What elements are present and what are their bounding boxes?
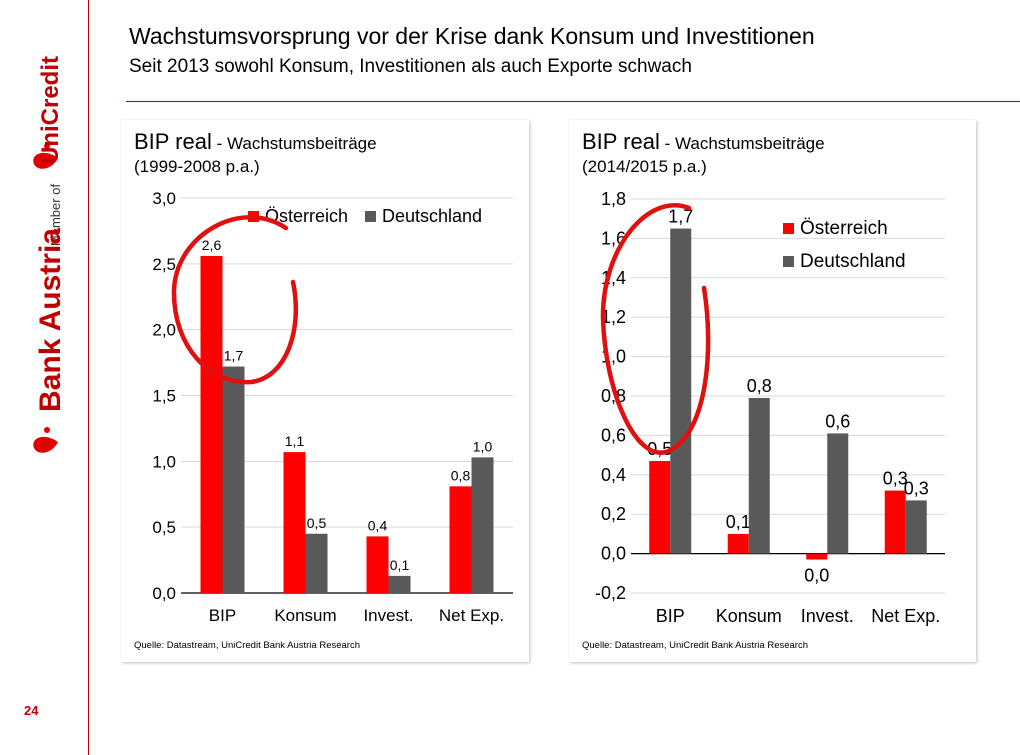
bank-austria-text: Bank Austria (34, 228, 67, 412)
x-tick-label: BIP (656, 606, 685, 626)
legend-label-oesterreich: Österreich (800, 218, 888, 239)
chart-title-main: BIP real (582, 129, 660, 154)
highlight-circle-annotation (600, 203, 711, 455)
page-number: 24 (24, 703, 39, 718)
source-note: Quelle: Datastream, UniCredit Bank Austr… (134, 640, 360, 651)
legend-label-oesterreich: Österreich (265, 206, 348, 226)
legend-label-deutschland: Deutschland (800, 251, 906, 272)
chart-heading: BIP real - Wachstumsbeiträge (2014/2015 … (582, 130, 825, 178)
unicredit-text: UniCredit (37, 56, 64, 164)
chart-title-main: BIP real (134, 129, 212, 154)
y-tick-label: 0,0 (152, 584, 176, 603)
bar-oesterreich (727, 533, 749, 554)
chart-subtitle: (2014/2015 p.a.) (582, 157, 707, 176)
bar-oesterreich (366, 536, 389, 593)
bar-deutschland (222, 366, 245, 593)
x-tick-label: Net Exp. (439, 606, 504, 625)
chart-panel-1999-2008: BIP real - Wachstumsbeiträge (1999-2008 … (121, 120, 529, 662)
page-subtitle: Seit 2013 sowohl Konsum, Investitionen a… (129, 56, 692, 77)
source-note: Quelle: Datastream, UniCredit Bank Austr… (582, 640, 808, 651)
legend-swatch-deutschland (783, 256, 794, 267)
data-label: 0,1 (390, 557, 410, 573)
chart-heading: BIP real - Wachstumsbeiträge (1999-2008 … (134, 130, 377, 178)
member-of-text: Member of (48, 184, 63, 247)
bar-chart-2014-2015: -0,20,00,20,40,60,81,01,21,41,61,80,51,7… (595, 189, 945, 626)
y-tick-label: 3,0 (152, 189, 176, 208)
data-label: 1,1 (285, 433, 305, 449)
legend-swatch-deutschland (365, 211, 376, 222)
y-tick-label: -0,2 (595, 583, 626, 603)
bar-deutschland (748, 397, 770, 554)
x-tick-label: Invest. (363, 606, 413, 625)
data-label: 0,1 (726, 512, 751, 532)
bar-deutschland (827, 433, 849, 554)
data-label: 0,0 (804, 566, 829, 586)
page-title: Wachstumsvorsprung vor der Krise dank Ko… (129, 23, 815, 49)
x-tick-label: BIP (209, 606, 236, 625)
data-label: 0,8 (747, 376, 772, 396)
chart-subtitle: (1999-2008 p.a.) (134, 157, 260, 176)
bar-chart-1999-2008: 0,0 0,5 1,0 1,5 2,0 2,5 3,0 2,6 1,7 BIP 1,1 0,5 Kons… (152, 189, 513, 625)
header-divider (126, 101, 1020, 102)
x-tick-label: Konsum (274, 606, 336, 625)
bar-oesterreich (283, 452, 306, 593)
y-tick-label: 0,0 (601, 544, 626, 564)
x-tick-label: Invest. (801, 606, 854, 626)
legend-label-deutschland: Deutschland (382, 206, 482, 226)
bank-austria-logo-icon (33, 427, 58, 453)
bar-oesterreich (449, 486, 472, 593)
chart-title-rest: - Wachstumsbeiträge (211, 134, 377, 153)
highlight-circle-annotation (171, 215, 299, 385)
bar-deutschland (305, 533, 328, 593)
data-label: 0,5 (307, 515, 327, 531)
chart-title-rest: - Wachstumsbeiträge (659, 134, 825, 153)
bar-oesterreich (884, 490, 906, 554)
bar-deutschland (388, 575, 411, 593)
bar-deutschland (670, 228, 692, 554)
bank-austria-logo: UniCredit Member of Bank Austria (0, 30, 88, 470)
legend-swatch-oesterreich (783, 223, 794, 234)
x-tick-label: Net Exp. (871, 606, 940, 626)
y-tick-label: 0,4 (601, 465, 626, 485)
y-tick-label: 2,5 (152, 255, 176, 274)
data-label: 0,4 (368, 517, 388, 533)
data-label: 0,6 (825, 411, 850, 431)
y-tick-label: 0,2 (601, 504, 626, 524)
chart-panel-2014-2015: BIP real - Wachstumsbeiträge (2014/2015 … (569, 120, 976, 662)
y-tick-label: 0,5 (152, 518, 176, 537)
y-tick-label: 1,8 (601, 189, 626, 209)
data-label: 1,7 (224, 348, 244, 364)
bar-oesterreich (806, 553, 828, 560)
bar-oesterreich (649, 461, 671, 554)
bar-deutschland (905, 500, 927, 554)
data-label: 0,3 (904, 478, 929, 498)
bar-deutschland (471, 457, 494, 593)
y-tick-label: 1,5 (152, 387, 176, 406)
data-label: 0,8 (451, 467, 471, 483)
data-label: 1,7 (668, 207, 693, 227)
y-tick-label: 0,6 (601, 425, 626, 445)
y-tick-label: 1,0 (152, 452, 176, 471)
data-label: 2,6 (202, 237, 222, 253)
y-tick-label: 2,0 (152, 321, 176, 340)
y-tick-label: 1,2 (601, 307, 626, 327)
x-tick-label: Konsum (716, 606, 782, 626)
data-label: 1,0 (473, 438, 493, 454)
unicredit-logo-icon (33, 143, 58, 169)
bar-oesterreich (200, 255, 223, 593)
data-label: 0,3 (883, 469, 908, 489)
sidebar-divider (88, 0, 89, 755)
